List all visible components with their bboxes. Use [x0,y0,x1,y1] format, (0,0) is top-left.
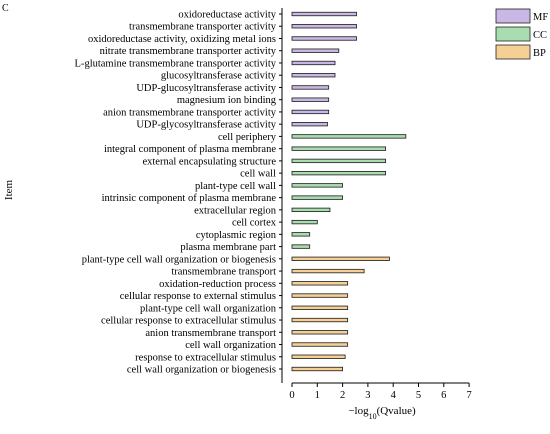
category-label: cell periphery [218,132,277,143]
category-label: anion transmembrane transporter activity [103,107,277,118]
category-label: cytoplasmic region [196,230,277,241]
category-label: oxidation-reduction process [159,279,276,290]
bar-25 [291,305,349,310]
bar-18 [291,219,318,225]
bar-20 [291,244,311,249]
category-label: cellular response to extracellular stimu… [101,316,276,327]
bar-6 [291,73,336,78]
category-label: cell wall organization or biogenesis [127,365,276,376]
category-label: plasma membrane part [180,242,276,253]
category-label: oxidoreductase activity, oxidizing metal… [88,34,276,45]
bar-30 [291,366,343,372]
category-label: anion transmembrane transport [145,328,276,339]
category-label: nitrate transmembrane transporter activi… [100,46,277,57]
category-label: cell wall organization [185,340,277,351]
bars-group [291,11,407,372]
bar-11 [291,134,407,139]
legend-swatch-mf [495,8,531,24]
x-tick-label: 7 [466,390,471,401]
bar-2 [291,24,357,29]
category-label: response to extracellular stimulus [135,352,276,363]
category-label: external encapsulating structure [142,156,276,167]
x-tick-label: 2 [340,390,345,401]
bar-29 [291,354,346,359]
x-ticks-group: 0 1 2 3 4 5 6 7 [289,383,472,401]
category-label: integral component of plasma membrane [104,144,276,155]
x-axis-title-main: −log [348,405,369,417]
bar-24 [291,293,349,298]
bar-21 [291,256,390,261]
y-axis-title: Item [3,179,15,200]
x-tick-label: 4 [391,390,397,401]
x-axis-title: −log10(Qvalue) [348,405,416,421]
x-tick-label: 3 [365,390,370,401]
category-label: plant-type cell wall organization [140,303,277,314]
bar-27 [291,330,349,335]
bar-23 [291,281,349,286]
axes-group [279,8,470,384]
panel-letter: C [2,3,9,14]
bar-14 [291,170,387,176]
bar-13 [291,158,387,164]
x-tick-label: 5 [416,390,421,401]
category-label: intrinsic component of plasma membrane [102,193,277,204]
category-label: extracellular region [194,205,277,216]
bar-1 [291,11,357,17]
bar-5 [291,60,336,66]
legend-swatch-cc [495,26,531,42]
category-label: plant-type cell wall organization or bio… [82,254,276,265]
x-axis-title-suffix: (Qvalue) [377,405,416,417]
bar-7 [291,85,330,90]
bar-4 [291,48,340,53]
category-label: L-glutamine transmembrane transporter ac… [75,58,277,69]
legend-swatch-bp [495,44,531,60]
bar-22 [291,268,365,274]
x-axis-title-subscript: 10 [369,412,377,421]
bar-19 [291,232,311,237]
category-label: UDP-glucosyltransferase activity [136,83,276,94]
legend-label-cc: CC [533,30,547,41]
category-label: plant-type cell wall [195,181,276,192]
legend-label-mf: MF [533,12,548,23]
bar-9 [291,109,330,115]
category-label: transmembrane transporter activity [129,22,277,33]
legend-label-bp: BP [533,48,546,59]
bar-28 [291,342,349,347]
bar-10 [291,122,328,127]
category-label: transmembrane transport [171,267,276,278]
category-label: cell cortex [232,218,277,229]
category-label: UDP-glycosyltransferase activity [136,120,276,131]
x-tick-label: 6 [441,390,446,401]
category-label: cellular response to external stimulus [120,291,276,302]
x-tick-label: 0 [289,390,294,401]
bar-8 [291,97,330,102]
category-label: magnesium ion binding [177,95,277,106]
category-label: cell wall [240,169,276,180]
bar-15 [291,183,343,188]
bar-12 [291,146,387,151]
bar-3 [291,36,357,41]
bar-17 [291,207,331,213]
category-label: glucosyltransferase activity [161,71,277,82]
bar-16 [291,195,343,200]
x-tick-label: 1 [315,390,320,401]
bar-26 [291,317,349,323]
legend: MF CC BP [495,8,548,60]
category-label: oxidoreductase activity [178,10,276,21]
